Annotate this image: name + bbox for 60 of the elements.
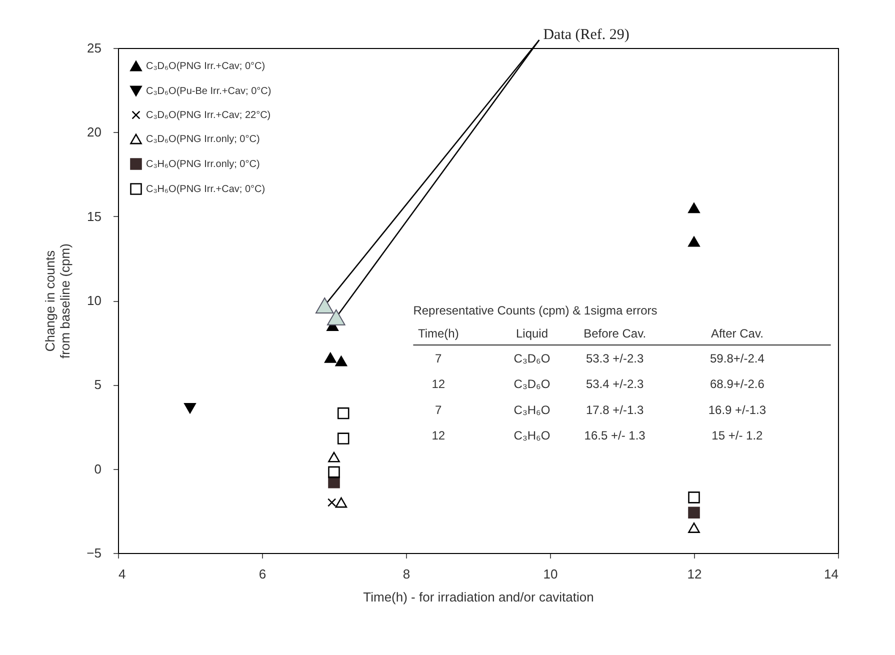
y-tick-label: 20 (87, 124, 102, 140)
x-tick-label: 8 (402, 566, 410, 582)
y-tick-label: 5 (94, 377, 102, 392)
point (688, 506, 700, 518)
y-tick-label: 15 (87, 208, 102, 224)
annotation: Representative Counts (cpm) & 1sigma errors (413, 304, 658, 318)
point (337, 432, 350, 444)
annotation: C₃H₆O (514, 403, 550, 418)
annotation: 53.4 +/-2.3 (586, 376, 644, 391)
point (688, 202, 700, 214)
point (335, 497, 348, 508)
x-tick-label: 6 (258, 566, 266, 582)
point (337, 407, 350, 420)
point (328, 452, 340, 462)
point (327, 309, 346, 326)
point (315, 298, 334, 314)
y-tick-label: 10 (87, 293, 102, 308)
point (324, 352, 336, 363)
point (328, 466, 340, 478)
y-axis-title: Change in counts from baseline (cpm) (42, 244, 73, 358)
legend-label: C₃D₆O(Pu-Be Irr.+Cav; 0°C) (146, 86, 272, 97)
legend-label: C₃D₆O(PNG Irr.only; 0°C) (146, 134, 260, 145)
annotation: 16.5 +/- 1.3 (584, 428, 646, 442)
annotation: 7 (435, 352, 442, 366)
x-tick-label: 4 (118, 566, 126, 582)
point (688, 236, 700, 247)
annotation: Liquid (516, 326, 548, 340)
point (184, 403, 196, 414)
legend-label: C₃H₆O(PNG Irr.+Cav; 0°C) (146, 184, 266, 195)
annotation: Data (Ref. 29) (543, 27, 630, 43)
x-tick-label: 12 (687, 566, 702, 582)
y-tick-label: −5 (86, 546, 102, 560)
annotation: 53.3 +/-2.3 (586, 352, 644, 366)
annotation: C₃H₆O (514, 428, 550, 442)
point (328, 498, 336, 507)
legend-label: C₃H₆O(PNG Irr.only; 0°C) (146, 159, 260, 170)
point (328, 476, 340, 488)
annotation: C₃D₆O (514, 352, 550, 366)
annotation: 59.8+/-2.4 (710, 352, 765, 366)
point (688, 522, 700, 533)
annotation: Before Cav. (584, 326, 646, 340)
annotation: 12 (432, 376, 446, 391)
y-tick-label: 25 (87, 40, 102, 56)
y-tick-label: 0 (94, 461, 102, 476)
x-tick-label: 10 (543, 566, 558, 582)
annotation: 68.9+/-2.6 (710, 376, 765, 391)
x-tick-label: 14 (824, 566, 838, 582)
point (335, 356, 348, 366)
legend-label: C₃D₆O(PNG Irr.+Cav; 22°C) (146, 110, 271, 121)
annotation: 17.8 +/-1.3 (586, 403, 644, 418)
annotation: Time(h) (418, 326, 459, 340)
annotation: 15 +/- 1.2 (712, 428, 764, 442)
legend-label: C₃D₆O(PNG Irr.+Cav; 0°C) (146, 61, 266, 72)
annotation: 16.9 +/-1.3 (708, 403, 766, 418)
annotation: 7 (435, 403, 442, 418)
x-axis-title: Time(h) - for irradiation and/or cavitation (363, 590, 594, 604)
point (688, 492, 700, 504)
annotation: C₃D₆O (514, 376, 550, 391)
annotation: 12 (432, 428, 446, 442)
annotation: After Cav. (710, 326, 764, 340)
